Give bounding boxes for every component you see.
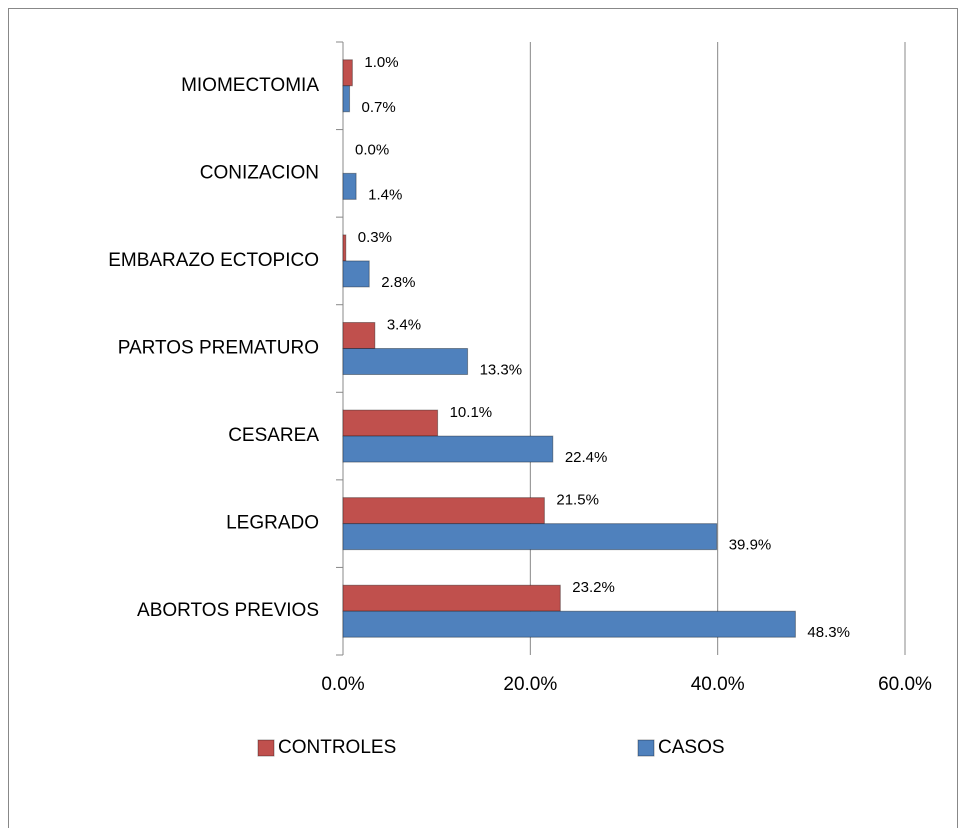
value-label: 2.8% — [381, 274, 415, 291]
value-label: 22.4% — [565, 449, 608, 466]
legend-swatch — [637, 739, 655, 757]
bar — [342, 435, 554, 463]
value-label: 48.3% — [807, 624, 850, 641]
legend-label: CASOS — [658, 737, 725, 758]
y-tick-label: EMBARAZO ECTOPICO — [108, 250, 319, 271]
y-tick-label: ABORTOS PREVIOS — [137, 600, 319, 621]
y-tick-label: CESAREA — [228, 425, 319, 446]
value-label: 0.7% — [362, 99, 396, 116]
value-label: 3.4% — [387, 316, 421, 333]
bar — [342, 322, 376, 349]
value-label: 0.3% — [358, 229, 392, 246]
legend-swatch — [257, 739, 275, 757]
bar — [342, 85, 351, 113]
legend-label: CONTROLES — [278, 737, 396, 758]
bar — [342, 409, 439, 437]
x-tick-label: 20.0% — [503, 674, 557, 695]
value-label: 23.2% — [572, 579, 615, 596]
value-label: 10.1% — [450, 404, 493, 421]
value-label: 21.5% — [556, 492, 599, 509]
bar — [342, 260, 370, 288]
bar — [342, 497, 545, 525]
value-label: 13.3% — [480, 361, 523, 378]
y-tick-label: LEGRADO — [226, 513, 319, 534]
x-tick-label: 40.0% — [691, 674, 745, 695]
value-label: 1.4% — [368, 186, 402, 203]
bar — [342, 172, 357, 200]
value-label: 0.0% — [355, 141, 389, 158]
x-tick-label: 0.0% — [321, 674, 364, 695]
bar — [342, 234, 347, 262]
chart-border — [8, 8, 958, 828]
bar — [342, 348, 469, 375]
x-tick-label: 60.0% — [878, 674, 932, 695]
y-tick-label: CONIZACION — [200, 162, 319, 183]
bar — [342, 584, 561, 612]
bar — [342, 610, 796, 638]
y-tick-label: MIOMECTOMIA — [181, 75, 319, 96]
y-tick-label: PARTOS PREMATURO — [118, 338, 319, 359]
value-label: 39.9% — [729, 537, 772, 554]
bar — [342, 523, 718, 551]
bar — [342, 59, 353, 87]
value-label: 1.0% — [364, 54, 398, 71]
